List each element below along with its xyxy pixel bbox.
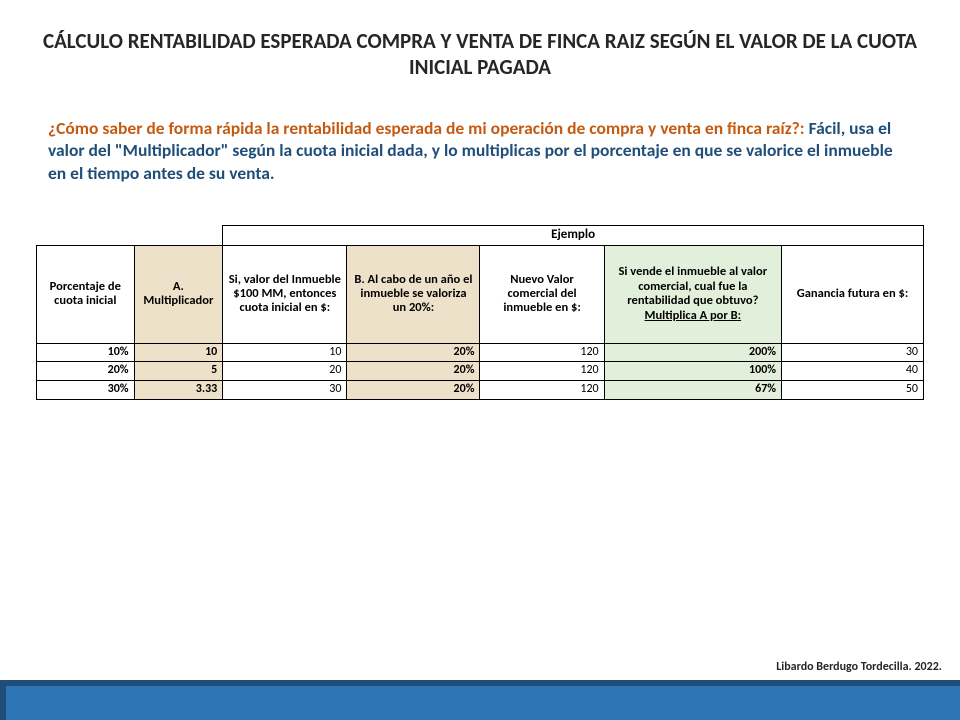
- cell-pct: 30%: [37, 381, 135, 400]
- cell-rent: 67%: [604, 381, 781, 400]
- cell-mult: 10: [134, 343, 223, 362]
- cell-pct: 20%: [37, 362, 135, 381]
- table-container: Ejemplo Porcentaje de cuota inicial A. M…: [0, 185, 960, 400]
- col-header-valoriz: B. Al cabo de un año el inmueble se valo…: [347, 245, 480, 343]
- col-header-cuota: Si, valor del Inmueble $100 MM, entonces…: [223, 245, 347, 343]
- col-header-rent: Si vende el inmueble al valor comercial,…: [604, 245, 781, 343]
- cell-pct: 10%: [37, 343, 135, 362]
- table-row-top: Ejemplo: [37, 225, 924, 245]
- example-header: Ejemplo: [223, 225, 924, 245]
- col-header-nuevo: Nuevo Valor comercial del inmueble en $:: [480, 245, 604, 343]
- col-header-gan: Ganancia futura en $:: [782, 245, 924, 343]
- cell-gan: 30: [782, 343, 924, 362]
- intro-question: ¿Cómo saber de forma rápida la rentabili…: [48, 117, 809, 139]
- table-row: 30% 3.33 30 20% 120 67% 50: [37, 381, 924, 400]
- cell-cuota: 10: [223, 343, 347, 362]
- table-row: 20% 5 20 20% 120 100% 40: [37, 362, 924, 381]
- cell-gan: 40: [782, 362, 924, 381]
- footer-bar-outer: [0, 680, 960, 720]
- cell-rent: 200%: [604, 343, 781, 362]
- rentabilidad-table: Ejemplo Porcentaje de cuota inicial A. M…: [36, 225, 924, 400]
- table-row: 10% 10 10 20% 120 200% 30: [37, 343, 924, 362]
- credit-text: Libardo Berdugo Tordecilla. 2022.: [776, 660, 942, 674]
- cell-cuota: 30: [223, 381, 347, 400]
- col-header-rent-pre: Si vende el inmueble al valor comercial,…: [619, 264, 768, 308]
- col-header-mult: A. Multiplicador: [134, 245, 223, 343]
- cell-mult: 5: [134, 362, 223, 381]
- cell-nuevo: 120: [480, 362, 604, 381]
- cell-cuota: 20: [223, 362, 347, 381]
- col-header-rent-u: Multiplica A por B:: [645, 308, 742, 323]
- cell-nuevo: 120: [480, 381, 604, 400]
- intro-text: ¿Cómo saber de forma rápida la rentabili…: [0, 81, 960, 185]
- cell-gan: 50: [782, 381, 924, 400]
- cell-rent: 100%: [604, 362, 781, 381]
- blank-cell: [37, 225, 223, 245]
- cell-mult: 3.33: [134, 381, 223, 400]
- footer-bar-inner: [6, 686, 960, 720]
- page-title: CÁLCULO RENTABILIDAD ESPERADA COMPRA Y V…: [0, 0, 960, 81]
- cell-valoriz: 20%: [347, 343, 480, 362]
- cell-valoriz: 20%: [347, 362, 480, 381]
- cell-valoriz: 20%: [347, 381, 480, 400]
- table-row-headers: Porcentaje de cuota inicial A. Multiplic…: [37, 245, 924, 343]
- col-header-pct: Porcentaje de cuota inicial: [37, 245, 135, 343]
- cell-nuevo: 120: [480, 343, 604, 362]
